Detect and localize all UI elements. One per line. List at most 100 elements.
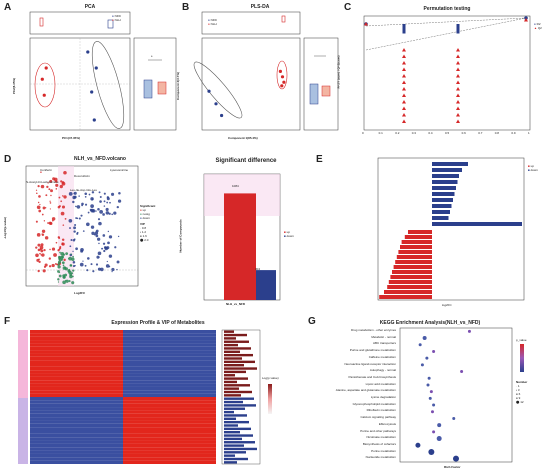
heatmap-cell xyxy=(61,400,77,404)
heatmap-cell xyxy=(30,333,46,337)
heatmap-cell xyxy=(185,343,201,347)
heatmap-cell xyxy=(107,350,123,354)
heatmap-cell xyxy=(200,360,216,364)
q2-point xyxy=(456,80,460,84)
heatmap-cell xyxy=(200,356,216,361)
heatmap-cell xyxy=(123,453,139,458)
heatmap-cell xyxy=(92,363,108,367)
heatmap-cell xyxy=(138,353,154,357)
heatmap-cell xyxy=(169,346,185,351)
pca-legend: ● NFD ● NLH xyxy=(112,14,121,22)
heatmap-cell xyxy=(123,363,139,367)
vip-bar xyxy=(224,457,248,461)
heatmap-cell xyxy=(30,356,46,361)
heatmap-cell xyxy=(200,390,216,394)
heatmap-cell xyxy=(138,403,154,408)
heatmap-cell xyxy=(61,413,77,418)
volcano-point xyxy=(78,217,81,220)
vip-3: ● 1.6 xyxy=(140,234,147,238)
heatmap-cell xyxy=(76,366,92,371)
heatmap-cell xyxy=(92,430,108,434)
volcano-point xyxy=(62,266,67,270)
perm-xtick: 0.9 xyxy=(511,131,516,135)
heatmap-cell xyxy=(154,423,170,428)
heatmap-cell xyxy=(123,407,139,411)
volcano-point xyxy=(60,180,63,183)
perm-xtick: 0.4 xyxy=(428,131,433,135)
panel-c-letter: C xyxy=(344,2,352,13)
heatmap-cell xyxy=(138,417,154,421)
volcano-point xyxy=(68,257,70,260)
heatmap-cell xyxy=(200,366,216,371)
e-bar-neg xyxy=(390,275,432,279)
perm-xtick: 0.3 xyxy=(411,131,416,135)
annot-coniferin: Coniferin xyxy=(40,168,53,172)
plsda-point-nlh-3 xyxy=(280,84,284,88)
volcano-point xyxy=(46,185,49,189)
heatmap-cell xyxy=(123,376,139,381)
volcano-point xyxy=(84,195,87,198)
volcano-point xyxy=(97,237,101,241)
size-2: • 3 xyxy=(516,388,520,392)
heatmap-cell xyxy=(107,376,123,381)
heatmap-cell xyxy=(76,370,92,374)
volcano-point xyxy=(68,268,71,271)
heatmap-cell xyxy=(30,437,46,441)
heatmap-cell xyxy=(169,390,185,394)
pca-point-nfd-2 xyxy=(94,66,98,70)
heatmap-cell xyxy=(138,350,154,354)
volcano-point xyxy=(91,209,96,213)
plsda-legend: ● NFD ● NLH xyxy=(208,18,217,26)
volcano-point xyxy=(52,177,56,181)
volcano-point xyxy=(72,250,74,252)
volcano-point xyxy=(80,247,84,252)
q2-point xyxy=(402,74,406,78)
panel-a: A PCA * ● NFD ● NLH PC1(47.35%) PC2(8.35… xyxy=(0,0,180,150)
volcano-point xyxy=(49,200,51,202)
q2-point xyxy=(402,48,406,52)
heatmap-cell xyxy=(200,376,216,381)
q2-point xyxy=(402,113,406,117)
heatmap-cell xyxy=(45,333,61,337)
volcano-point xyxy=(103,249,106,253)
heatmap-cell xyxy=(107,386,123,391)
heatmap-cell xyxy=(30,423,46,428)
vip-bar xyxy=(224,330,234,333)
heatmap-cell xyxy=(107,356,123,361)
heatmap-cell xyxy=(138,430,154,434)
volcano-point xyxy=(43,265,47,268)
heatmap-cell xyxy=(45,417,61,421)
volcano-point xyxy=(55,188,58,190)
pca-point-nfd-3 xyxy=(92,118,96,122)
e-bar-pos xyxy=(432,180,458,184)
volcano-point xyxy=(59,184,63,189)
vip-bar xyxy=(224,380,237,384)
volcano-ylabel: -Log10(p-value) xyxy=(3,216,8,240)
volcano-point xyxy=(72,275,74,278)
kegg-pathway-label: Calcium signaling pathway xyxy=(360,415,396,420)
volcano-point xyxy=(98,242,100,245)
heatmap-cell xyxy=(185,386,201,391)
legend-title: Significant xyxy=(140,204,156,208)
heatmap-cell xyxy=(200,393,216,397)
vip-bar xyxy=(224,374,235,377)
heatmap-cell xyxy=(30,460,46,464)
heatmap-cell xyxy=(92,333,108,337)
q2-point xyxy=(456,106,460,110)
kegg-point xyxy=(422,336,427,341)
panel-e: E ■ up ■ down log2FC xyxy=(316,152,550,312)
heatmap-cell xyxy=(76,343,92,347)
heatmap-cell xyxy=(45,366,61,371)
heatmap-cell xyxy=(123,373,139,377)
heatmap-cell xyxy=(200,410,216,414)
size-5: ⬤ 12 xyxy=(516,400,524,404)
heatmap-cell xyxy=(138,440,154,444)
heatmap-cell xyxy=(76,440,92,444)
heatmap-cell xyxy=(185,430,201,434)
heatmap-cell xyxy=(138,346,154,351)
kegg-point xyxy=(420,363,424,367)
heatmap-cell xyxy=(185,397,201,401)
volcano-point xyxy=(56,263,59,266)
heatmap-cell xyxy=(200,403,216,408)
kegg-point xyxy=(437,423,442,428)
